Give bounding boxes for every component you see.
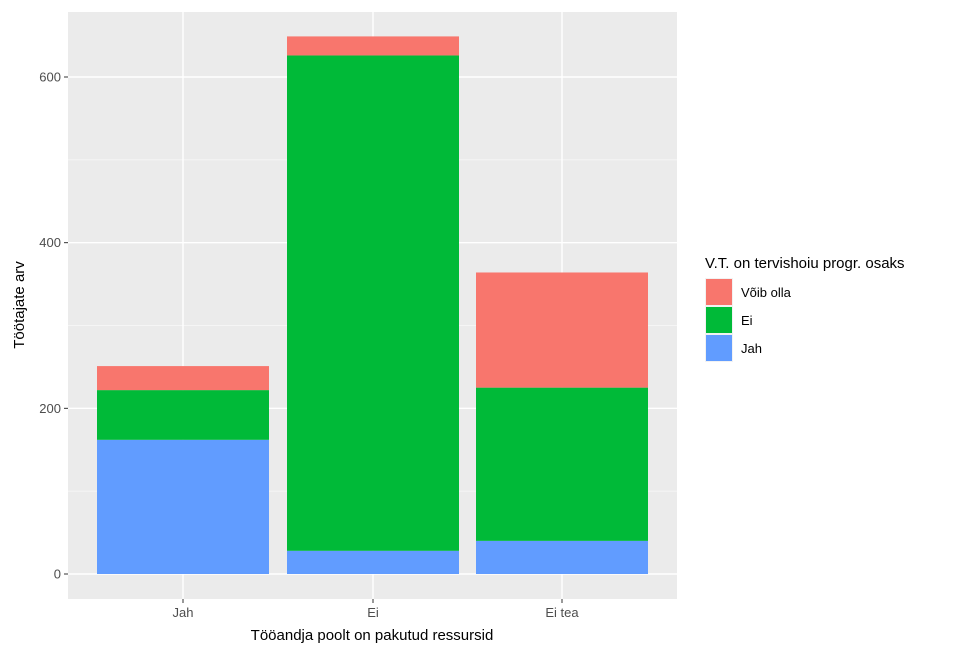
- y-tick-label: 200: [39, 401, 61, 416]
- bar-jah-võib-olla: [97, 366, 269, 391]
- legend-label: Jah: [741, 341, 762, 356]
- bar-ei-tea-võib-olla: [476, 272, 648, 388]
- bar-jah-ei: [97, 390, 269, 440]
- y-tick-label: 600: [39, 70, 61, 85]
- bar-ei-tea-jah: [476, 540, 648, 574]
- y-tick-label: 400: [39, 235, 61, 250]
- y-axis: 0 200 400 600: [39, 70, 68, 582]
- legend: V.T. on tervishoiu progr. osaks Võib oll…: [705, 255, 905, 362]
- bar-jah-jah: [97, 439, 269, 574]
- legend-swatch: [706, 307, 732, 333]
- x-tick-label: Ei tea: [545, 605, 579, 620]
- bar-ei-tea-ei: [476, 387, 648, 541]
- bars: [97, 36, 648, 574]
- y-axis-title: Töötajate arv: [11, 261, 28, 349]
- legend-title: V.T. on tervishoiu progr. osaks: [705, 255, 905, 272]
- legend-swatch: [706, 279, 732, 305]
- x-axis-title: Tööandja poolt on pakutud ressursid: [251, 627, 494, 644]
- bar-ei-ei: [287, 55, 459, 551]
- bar-ei-võib-olla: [287, 36, 459, 56]
- x-tick-label: Jah: [173, 605, 194, 620]
- legend-swatch: [706, 335, 732, 361]
- bar-ei-jah: [287, 550, 459, 574]
- y-tick-label: 0: [54, 567, 61, 582]
- legend-label: Võib olla: [741, 285, 792, 300]
- legend-label: Ei: [741, 313, 753, 328]
- x-axis: Jah Ei Ei tea: [173, 599, 579, 620]
- x-tick-label: Ei: [367, 605, 379, 620]
